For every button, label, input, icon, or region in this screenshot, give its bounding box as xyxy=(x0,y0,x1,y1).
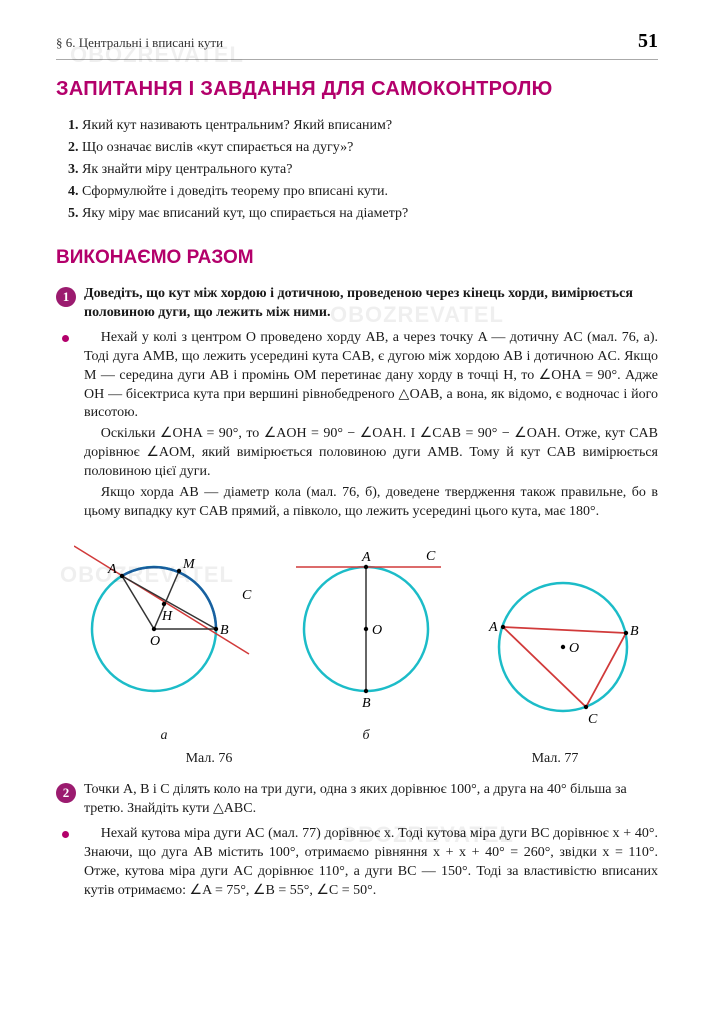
svg-text:O: O xyxy=(150,634,160,649)
svg-text:M: M xyxy=(182,557,196,572)
figure-76a: A B O M H C xyxy=(74,534,254,719)
problem-1-statement: 1 Доведіть, що кут між хордою і дотичною… xyxy=(56,285,658,323)
bullet-2: 2 xyxy=(56,783,76,803)
page-header: § 6. Центральні і вписані кути 51 xyxy=(56,28,658,60)
svg-text:O: O xyxy=(569,641,579,656)
svg-text:A: A xyxy=(488,620,498,635)
svg-text:B: B xyxy=(630,624,639,639)
svg-text:C: C xyxy=(242,588,252,603)
heading-together: Виконаємо разом xyxy=(56,245,658,271)
section-label: § 6. Центральні і вписані кути xyxy=(56,34,223,52)
question-item: 1. Який кут називають центральним? Який … xyxy=(68,117,658,136)
questions-list: 1. Який кут називають центральним? Який … xyxy=(56,117,658,223)
svg-text:C: C xyxy=(426,549,436,564)
question-item: 5. Яку міру має вписаний кут, що спираєт… xyxy=(68,205,658,224)
problem-2-statement: 2 Точки A, B і C ділять коло на три дуги… xyxy=(56,781,658,819)
diagram-76a: ABOMHC а xyxy=(74,534,254,746)
svg-text:A: A xyxy=(107,562,117,577)
dot-bullet-icon xyxy=(62,335,69,342)
dot-bullet-icon xyxy=(62,831,69,838)
caption-77: Мал. 77 xyxy=(532,750,579,769)
page-number: 51 xyxy=(638,28,658,55)
diagram-captions: Мал. 76 Мал. 77 xyxy=(56,750,658,769)
bullet-1: 1 xyxy=(56,287,76,307)
caption-76: Мал. 76 xyxy=(186,750,233,769)
svg-text:O: O xyxy=(372,623,382,638)
figure-77: A B C O xyxy=(478,555,658,740)
svg-text:B: B xyxy=(362,696,371,711)
svg-text:B: B xyxy=(220,623,229,638)
diagram-76b: ABOC б xyxy=(281,534,451,746)
diagram-row: ABOMHC а ABOC б ABCO xyxy=(74,534,658,746)
problem-1-solution: Нехай у колі з центром O проведено хорду… xyxy=(56,329,658,522)
diagram-77: A B C O xyxy=(478,555,658,747)
svg-text:C: C xyxy=(588,712,598,727)
question-item: 3. Як знайти міру центрального кута? xyxy=(68,161,658,180)
question-item: 2. Що означає вислів «кут спирається на … xyxy=(68,139,658,158)
svg-text:A: A xyxy=(361,550,371,565)
svg-text:H: H xyxy=(161,609,173,624)
problem-2-solution: Нехай кутова міра дуги AC (мал. 77) дорі… xyxy=(56,825,658,901)
question-item: 4. Сформулюйте і доведіть теорему про вп… xyxy=(68,183,658,202)
heading-questions: Запитання і завдання для самоконтролю xyxy=(56,76,658,103)
figure-76b: A B O C xyxy=(281,534,451,719)
